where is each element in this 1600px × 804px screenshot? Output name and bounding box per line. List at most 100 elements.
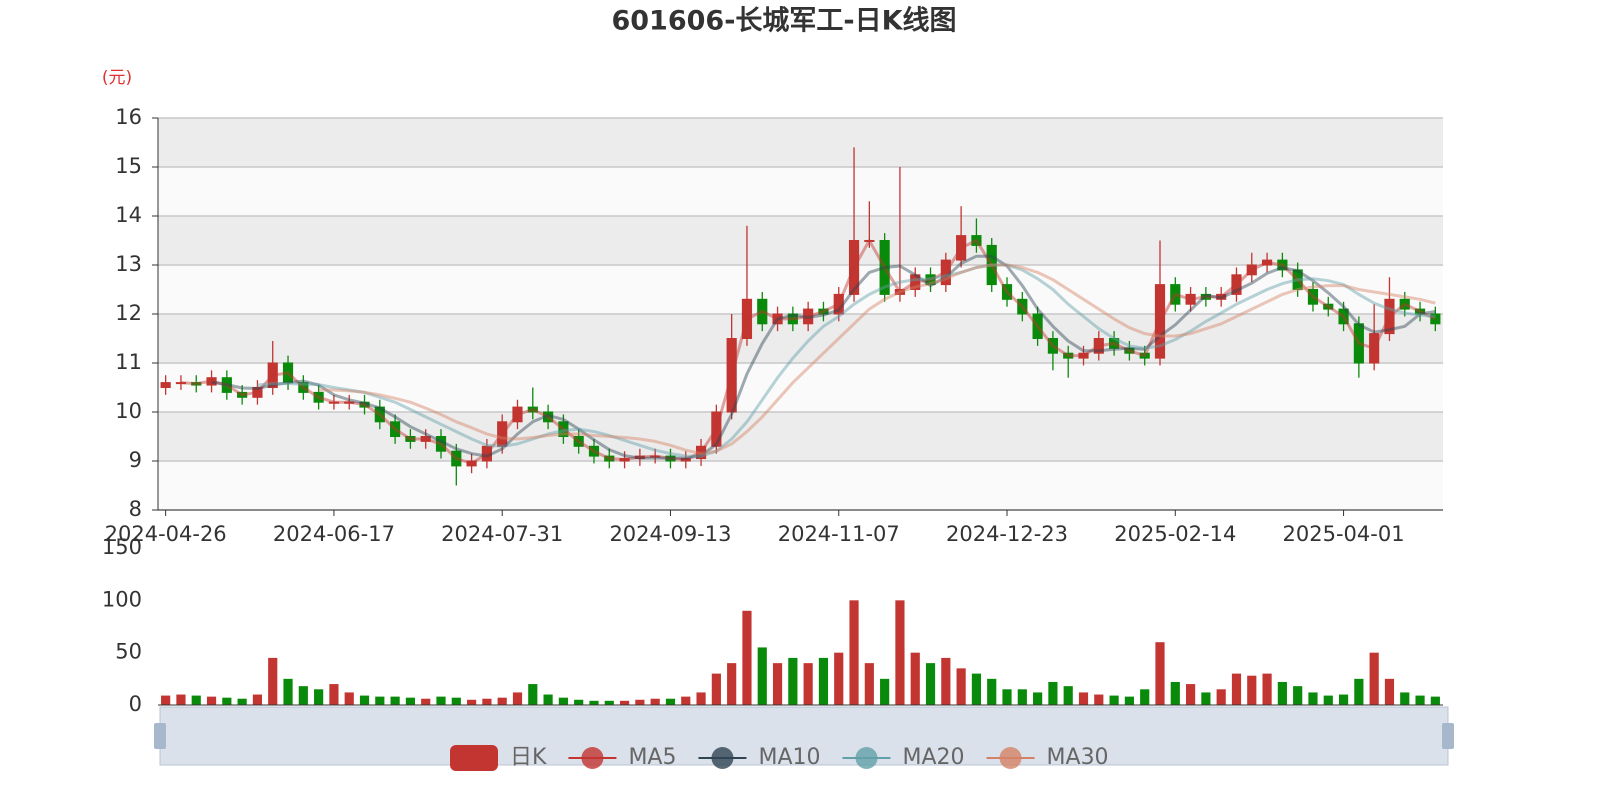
volume-bar bbox=[574, 699, 584, 705]
y-tick-label: 14 bbox=[115, 203, 142, 227]
volume-bar bbox=[1354, 678, 1364, 705]
candle-body bbox=[879, 240, 890, 295]
volume-bar bbox=[1063, 686, 1073, 705]
x-tick-label: 2024-12-23 bbox=[946, 522, 1068, 546]
candle-body bbox=[1109, 338, 1120, 349]
volume-bar bbox=[482, 698, 492, 705]
candle-body bbox=[925, 274, 936, 286]
candle-body bbox=[1063, 352, 1074, 359]
volume-bar bbox=[1277, 681, 1287, 705]
candle-body bbox=[910, 274, 921, 290]
candle-body bbox=[833, 293, 844, 315]
candle-body bbox=[894, 289, 906, 295]
volume-bar bbox=[1002, 689, 1012, 705]
ma-line bbox=[180, 239, 1437, 465]
legend: 日K MA5 MA10 MA20 MA30 bbox=[450, 745, 1109, 771]
volume-bar bbox=[1216, 689, 1226, 705]
volume-bar bbox=[1078, 692, 1089, 705]
legend-label: MA30 bbox=[1047, 745, 1109, 770]
candle-body bbox=[1032, 313, 1043, 339]
volume-bar bbox=[1201, 692, 1211, 705]
y-tick-label: 12 bbox=[115, 301, 142, 325]
candle-body bbox=[1093, 338, 1104, 354]
volume-bar bbox=[1155, 642, 1165, 705]
volume-bar bbox=[788, 657, 798, 705]
x-tick-label: 2024-06-17 bbox=[273, 522, 395, 546]
volume-bar bbox=[1384, 678, 1395, 705]
volume-bar bbox=[1017, 689, 1027, 705]
volume-bar bbox=[405, 697, 415, 705]
legend-item[interactable]: 日K bbox=[450, 745, 547, 771]
volume-bar bbox=[818, 657, 829, 705]
y-tick-label: 50 bbox=[115, 640, 142, 664]
volume-bar bbox=[1170, 681, 1180, 705]
legend-label: MA10 bbox=[758, 745, 820, 770]
candle-body bbox=[160, 382, 171, 389]
y-tick-label: 15 bbox=[115, 154, 142, 178]
volume-bar bbox=[344, 692, 354, 705]
legend-item[interactable]: MA20 bbox=[842, 745, 965, 770]
candle-body bbox=[527, 406, 538, 413]
volume-bar bbox=[987, 678, 997, 705]
legend-icon bbox=[581, 747, 604, 769]
y-tick-label: 11 bbox=[115, 350, 142, 374]
volume-bar bbox=[1033, 692, 1043, 705]
split-area bbox=[158, 461, 1443, 510]
candle-body bbox=[282, 362, 294, 384]
candle-body bbox=[971, 235, 982, 246]
split-area bbox=[158, 167, 1443, 216]
candle-body bbox=[481, 445, 492, 462]
volume-bar bbox=[864, 663, 874, 705]
data-zoom[interactable] bbox=[154, 706, 1454, 766]
candle-body bbox=[772, 313, 783, 325]
candle-body bbox=[1338, 308, 1349, 325]
legend-item[interactable]: MA5 bbox=[568, 745, 676, 770]
x-tick-label: 2024-07-31 bbox=[441, 522, 563, 546]
candle-body bbox=[543, 411, 554, 423]
candle-body bbox=[191, 382, 202, 386]
candle-body bbox=[1261, 259, 1273, 266]
candle-body bbox=[634, 455, 645, 460]
candle-body bbox=[1430, 313, 1441, 325]
volume-bar bbox=[497, 697, 507, 705]
candle-body bbox=[267, 362, 278, 388]
candle-body bbox=[1399, 298, 1410, 310]
volume-bar bbox=[956, 668, 966, 705]
zoom-handle[interactable] bbox=[1442, 723, 1454, 749]
candle-body bbox=[1001, 284, 1013, 300]
volume-bar bbox=[971, 673, 982, 705]
volume-bar bbox=[834, 652, 844, 705]
volume-bar bbox=[1400, 692, 1410, 705]
volume-bar bbox=[650, 698, 660, 705]
candle-body bbox=[206, 377, 217, 386]
candle-body bbox=[1414, 308, 1426, 315]
candle-body bbox=[451, 450, 462, 467]
zoom-handle[interactable] bbox=[154, 723, 166, 749]
volume-bar bbox=[941, 657, 951, 705]
candle-body bbox=[466, 460, 477, 467]
candle-body bbox=[1292, 269, 1303, 290]
legend-item[interactable]: MA10 bbox=[698, 745, 821, 770]
volume-bar bbox=[619, 700, 630, 705]
volume-bar bbox=[176, 694, 186, 705]
volume-bar bbox=[1369, 652, 1379, 705]
split-area bbox=[158, 265, 1443, 314]
x-tick-label: 2024-09-13 bbox=[609, 522, 731, 546]
zoom-track[interactable] bbox=[159, 706, 1449, 766]
candle-body bbox=[420, 436, 431, 442]
candle-body bbox=[803, 308, 814, 325]
volume-bar bbox=[268, 657, 278, 705]
candle-body bbox=[1017, 298, 1028, 315]
candle-body bbox=[1200, 293, 1211, 300]
volume-bar bbox=[314, 689, 324, 705]
candle-body bbox=[497, 421, 508, 447]
candle-body bbox=[741, 298, 753, 339]
legend-item[interactable]: MA30 bbox=[986, 745, 1109, 770]
legend-icon bbox=[855, 747, 878, 769]
volume-bar bbox=[421, 698, 431, 705]
volume-bar bbox=[543, 694, 553, 705]
candle-body bbox=[374, 406, 385, 423]
volume-bar bbox=[604, 700, 614, 705]
candle-body bbox=[435, 436, 447, 452]
